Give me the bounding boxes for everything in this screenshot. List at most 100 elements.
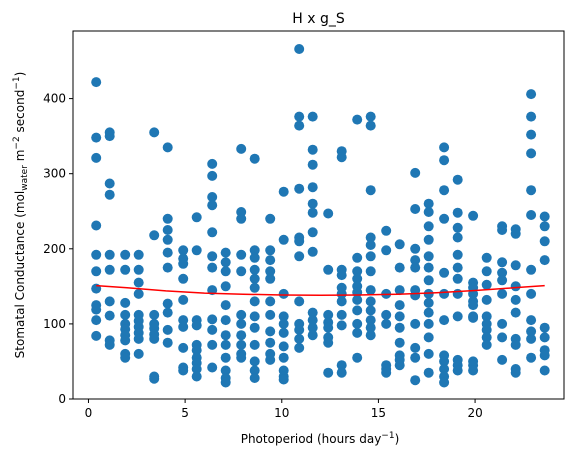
scatter-points [91,44,550,388]
scatter-point-305 [497,225,508,235]
scatter-point-244 [410,352,421,363]
scatter-point-62 [178,258,189,269]
scatter-point-12 [104,131,115,142]
scatter-point-143 [278,318,289,329]
y-axis-label-a: Stomatal Conductance (mol [13,191,27,359]
scatter-point-32 [133,264,144,275]
scatter-point-124 [249,339,260,350]
scatter-point-306 [497,257,508,268]
scatter-point-95 [220,281,231,292]
y-tick-label-400: 400 [43,92,66,106]
scatter-point-17 [104,296,115,307]
scatter-point-86 [207,262,218,273]
scatter-point-250 [423,251,434,262]
scatter-point-256 [423,318,434,329]
scatter-point-110 [236,318,247,329]
scatter-point-166 [307,198,318,209]
scatter-point-89 [207,324,218,335]
scatter-point-230 [394,322,405,333]
scatter-point-201 [352,318,363,329]
scatter-point-331 [526,315,537,326]
scatter-point-58 [162,324,173,335]
scatter-point-125 [249,356,260,367]
scatter-point-206 [365,185,376,196]
scatter-point-55 [162,262,173,273]
y-axis-label-sup2: −1 [12,76,22,89]
scatter-point-315 [510,260,521,271]
scatter-point-66 [178,321,189,332]
scatter-point-326 [526,148,537,159]
scatter-point-299 [481,311,492,322]
scatter-point-165 [307,182,318,193]
scatter-point-185 [336,270,347,281]
scatter-point-136 [265,337,276,348]
scatter-point-343 [539,365,550,376]
scatter-point-205 [365,120,376,131]
scatter-point-310 [497,318,508,329]
scatter-point-140 [278,234,289,245]
scatter-point-21 [120,249,131,260]
scatter-point-266 [439,315,450,326]
scatter-point-2 [91,152,102,163]
scatter-point-318 [510,307,521,318]
scatter-point-268 [439,356,450,367]
scatter-point-226 [394,262,405,273]
scatter-point-189 [336,309,347,320]
scatter-point-260 [439,142,450,153]
scatter-point-31 [133,249,144,260]
scatter-point-192 [336,367,347,378]
scatter-point-117 [249,252,260,263]
scatter-point-145 [278,341,289,352]
scatter-point-289 [468,300,479,311]
scatter-point-8 [91,304,102,315]
scatter-point-191 [336,360,347,371]
scatter-point-336 [539,221,550,232]
scatter-point-132 [265,273,276,284]
scatter-point-194 [352,252,363,263]
scatter-point-43 [149,309,160,320]
scatter-point-64 [178,294,189,305]
scatter-point-273 [452,207,463,218]
scatter-point-163 [307,144,318,155]
y-axis-label-sup1: −2 [12,136,22,149]
scatter-point-302 [481,332,492,343]
scatter-point-73 [191,320,202,331]
scatter-point-28 [120,335,131,346]
y-axis-ticks: 0 100 200 300 400 [43,92,73,406]
scatter-point-253 [423,288,434,299]
scatter-point-173 [307,330,318,341]
y-tick-label-300: 300 [43,167,66,181]
scatter-point-262 [439,185,450,196]
scatter-point-34 [133,288,144,299]
scatter-point-23 [120,297,131,308]
scatter-point-251 [423,262,434,273]
scatter-point-151 [294,111,305,122]
scatter-point-257 [423,332,434,343]
scatter-point-90 [207,339,218,350]
scatter-point-259 [423,367,434,378]
scatter-point-118 [249,264,260,275]
x-axis-label-main: Photoperiod (hours day [241,432,382,446]
scatter-point-116 [249,245,260,256]
scatter-point-59 [162,337,173,348]
scatter-point-33 [133,277,144,288]
y-axis-label-d: ) [13,72,27,77]
scatter-point-229 [394,311,405,322]
scatter-point-231 [394,337,405,348]
scatter-point-213 [365,305,376,316]
scatter-point-183 [336,152,347,163]
scatter-point-254 [423,297,434,308]
scatter-point-245 [410,375,421,386]
scatter-point-121 [249,296,260,307]
scatter-point-159 [294,324,305,335]
scatter-point-332 [526,326,537,337]
scatter-point-272 [452,174,463,185]
scatter-point-298 [481,294,492,305]
scatter-point-202 [352,327,363,338]
scatter-point-175 [323,264,334,275]
x-axis-label-sup: −1 [381,431,394,441]
scatter-point-243 [410,342,421,353]
scatter-point-138 [265,354,276,365]
scatter-point-52 [162,225,173,235]
scatter-point-103 [220,377,231,388]
